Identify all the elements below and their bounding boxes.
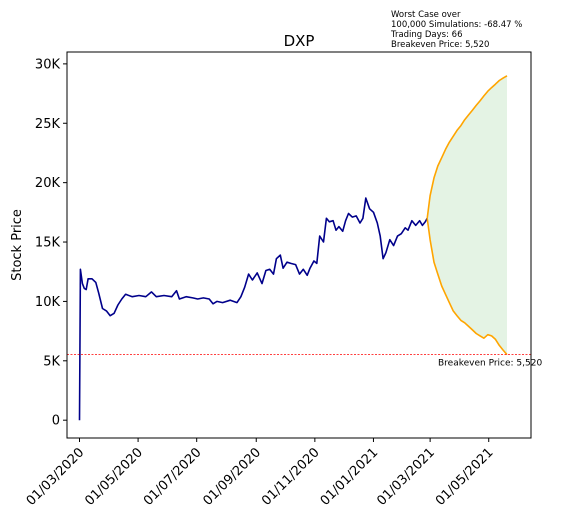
y-tick-label: 30K <box>35 57 61 72</box>
chart-title: DXP <box>284 32 315 50</box>
simulation-lower-line <box>426 218 508 356</box>
simulation-upper-line <box>426 75 508 219</box>
y-tick-label: 25K <box>35 117 61 132</box>
x-tick-label: 01/05/2021 <box>433 445 497 509</box>
annotation-line: Trading Days: 66 <box>390 30 462 40</box>
x-tick-label: 01/03/2020 <box>24 445 88 509</box>
x-tick-label: 01/01/2021 <box>318 445 382 509</box>
annotation-line: Breakeven Price: 5,520 <box>391 40 489 50</box>
y-tick-label: 15K <box>35 236 61 251</box>
y-tick-label: 0 <box>52 414 60 429</box>
simulation-range-fill <box>427 75 507 355</box>
x-tick-label: 01/05/2020 <box>82 445 146 509</box>
y-tick-label: 20K <box>35 176 61 191</box>
plot-frame <box>66 51 532 439</box>
x-axis: 01/03/202001/05/202001/07/202001/09/2020… <box>24 438 497 509</box>
x-tick-label: 01/09/2020 <box>200 445 264 509</box>
x-tick-label: 01/07/2020 <box>141 445 205 509</box>
historical-price-line <box>78 197 428 421</box>
y-axis: 0 5K 10K 15K 20K 25K 30K <box>35 57 67 429</box>
x-tick-label: 01/11/2020 <box>259 445 323 509</box>
x-tick-label: 01/03/2021 <box>374 445 438 509</box>
annotation-line: Worst Case over <box>391 10 461 20</box>
breakeven-label: Breakeven Price: 5,520 <box>438 359 542 369</box>
y-axis-label: Stock Price <box>10 209 25 281</box>
y-tick-label: 10K <box>35 295 61 310</box>
annotation-line: 100,000 Simulations: -68.47 % <box>391 20 522 30</box>
y-tick-label: 5K <box>43 354 60 369</box>
